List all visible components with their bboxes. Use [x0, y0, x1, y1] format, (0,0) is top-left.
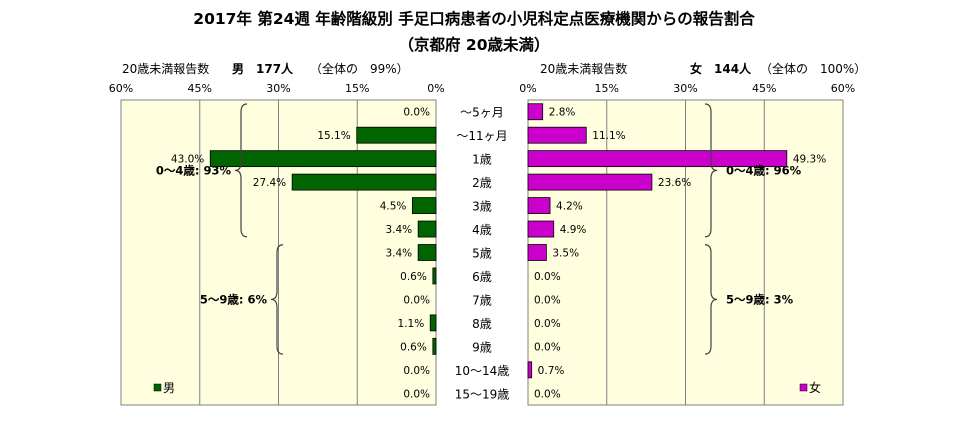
female-bar	[527, 126, 587, 144]
female-bar	[527, 244, 547, 261]
category-label: ～5ヶ月	[460, 106, 504, 120]
left-age-group-bracket	[270, 244, 284, 355]
chart-subtitle: （京都府 20歳未満）	[399, 35, 550, 54]
right-header-label: 20歳未満報告数	[540, 61, 627, 76]
male-value-label: 4.5%	[380, 201, 407, 213]
male-value-label: 1.1%	[398, 318, 425, 330]
category-label: 4歳	[472, 223, 492, 237]
male-value-label: 3.4%	[385, 248, 412, 260]
right-header-count: 女 144人	[690, 61, 752, 76]
female-value-label: 0.7%	[538, 365, 565, 377]
male-value-label: 0.6%	[400, 271, 427, 283]
male-bar	[432, 267, 437, 285]
female-value-label: 49.3%	[793, 154, 826, 166]
category-label: ～11ヶ月	[456, 129, 507, 143]
male-value-label: 27.4%	[253, 177, 286, 189]
right-legend-swatch	[799, 383, 808, 392]
right-header-share: （全体の 100%）	[760, 61, 866, 76]
female-bar	[527, 173, 653, 191]
category-label: 9歳	[472, 340, 492, 354]
male-bar	[432, 337, 437, 355]
category-label: 1歳	[472, 153, 492, 167]
male-value-label: 0.0%	[403, 107, 430, 119]
male-bar	[411, 197, 437, 214]
female-value-label: 0.0%	[534, 271, 561, 283]
male-value-label: 0.0%	[403, 388, 430, 400]
male-value-label: 0.0%	[403, 294, 430, 306]
category-label: 8歳	[472, 317, 492, 331]
female-bar	[527, 150, 788, 168]
female-value-label: 0.0%	[534, 318, 561, 330]
female-bar	[527, 220, 555, 238]
right-age-group-bracket	[704, 244, 718, 355]
male-bar	[417, 220, 437, 238]
male-bar	[356, 126, 437, 144]
category-label: 2歳	[472, 176, 492, 190]
left-header-count: 男 177人	[232, 61, 294, 76]
left-tick-label: 45%	[188, 82, 212, 95]
category-label: 10～14歳	[455, 364, 510, 378]
female-value-label: 0.0%	[534, 294, 561, 306]
male-value-label: 3.4%	[385, 224, 412, 236]
female-value-label: 4.9%	[560, 224, 587, 236]
male-value-label: 0.0%	[403, 365, 430, 377]
right-tick-label: 0%	[519, 82, 536, 95]
chart-title: 2017年 第24週 年齢階級別 手足口病患者の小児科定点医療機関からの報告割合	[193, 9, 755, 28]
male-value-label: 0.6%	[400, 341, 427, 353]
category-label: 3歳	[472, 200, 492, 214]
female-value-label: 3.5%	[552, 248, 579, 260]
male-value-label: 15.1%	[317, 130, 350, 142]
category-label: 15～19歳	[455, 387, 510, 401]
left-legend-swatch	[153, 383, 162, 392]
male-value-label: 43.0%	[171, 154, 204, 166]
left-header-share: （全体の 99%）	[310, 61, 409, 76]
male-bar	[417, 244, 437, 261]
male-bar	[429, 314, 437, 332]
right-legend-label: 女	[809, 380, 821, 395]
left-tick-label: 15%	[345, 82, 369, 95]
left-age-group-label: 5～9歳: 6%	[200, 292, 268, 306]
female-bar	[527, 197, 551, 214]
category-label: 7歳	[472, 293, 492, 307]
left-tick-label: 0%	[427, 82, 444, 95]
female-bar	[527, 103, 544, 121]
left-legend-label: 男	[163, 381, 175, 395]
left-age-group-label: 0～4歳: 93%	[156, 163, 232, 177]
left-tick-label: 60%	[109, 82, 133, 95]
female-value-label: 0.0%	[534, 341, 561, 353]
male-bar	[291, 173, 437, 191]
category-label: 5歳	[472, 247, 492, 261]
female-value-label: 23.6%	[658, 177, 691, 189]
right-tick-label: 45%	[752, 82, 776, 95]
category-label: 6歳	[472, 270, 492, 284]
female-value-label: 2.8%	[549, 107, 576, 119]
left-age-group-bracket	[234, 103, 248, 238]
right-tick-label: 60%	[831, 82, 855, 95]
female-value-label: 4.2%	[556, 201, 583, 213]
female-bar	[527, 361, 533, 379]
male-bar	[209, 150, 437, 168]
female-value-label: 11.1%	[592, 130, 625, 142]
right-tick-label: 15%	[595, 82, 619, 95]
right-tick-label: 30%	[673, 82, 697, 95]
right-age-group-label: 0～4歳: 96%	[726, 163, 802, 177]
left-header-label: 20歳未満報告数	[122, 61, 209, 76]
female-value-label: 0.0%	[534, 388, 561, 400]
right-age-group-bracket	[704, 103, 718, 238]
left-tick-label: 30%	[266, 82, 290, 95]
right-age-group-label: 5～9歳: 3%	[726, 292, 794, 306]
